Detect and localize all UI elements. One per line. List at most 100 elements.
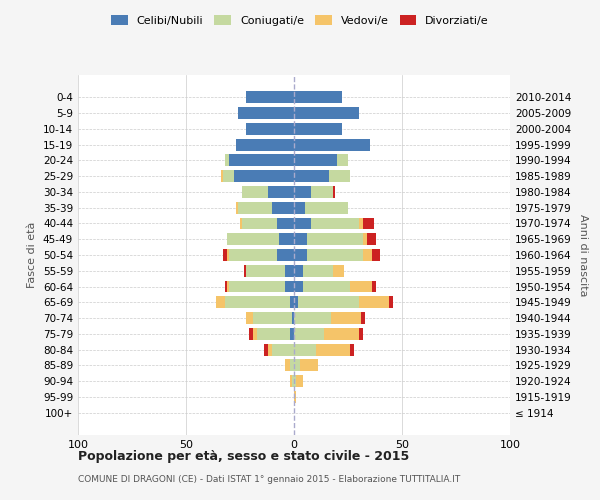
Bar [247, 312, 253, 324]
Bar [372, 249, 380, 261]
Bar [363, 218, 374, 230]
Legend: Celibi/Nubili, Coniugati/e, Vedovi/e, Divorziati/e: Celibi/Nubili, Coniugati/e, Vedovi/e, Di… [107, 10, 493, 30]
Bar [350, 344, 355, 355]
Bar [294, 391, 296, 403]
Bar [305, 202, 348, 213]
Bar [294, 376, 296, 387]
Bar [225, 296, 290, 308]
Bar [268, 344, 272, 355]
Bar [223, 170, 233, 182]
Bar [301, 360, 318, 372]
Bar [294, 328, 324, 340]
Bar [286, 265, 294, 276]
Bar [290, 328, 294, 340]
Bar [279, 234, 294, 245]
Bar [227, 234, 279, 245]
Bar [359, 328, 363, 340]
Bar [272, 344, 294, 355]
Bar [238, 202, 272, 213]
Bar [290, 296, 294, 308]
Bar [229, 280, 286, 292]
Bar [221, 170, 223, 182]
Text: Popolazione per età, sesso e stato civile - 2015: Popolazione per età, sesso e stato civil… [78, 450, 409, 463]
Bar [389, 296, 394, 308]
Bar [223, 249, 227, 261]
Bar [296, 376, 302, 387]
Bar [244, 265, 247, 276]
Bar [294, 154, 337, 166]
Bar [337, 154, 348, 166]
Bar [253, 328, 257, 340]
Bar [247, 92, 294, 103]
Bar [294, 296, 298, 308]
Bar [253, 312, 292, 324]
Bar [248, 328, 253, 340]
Bar [227, 249, 229, 261]
Bar [359, 218, 363, 230]
Bar [286, 360, 290, 372]
Bar [329, 170, 350, 182]
Bar [294, 312, 331, 324]
Bar [333, 265, 344, 276]
Bar [292, 312, 294, 324]
Y-axis label: Fasce di età: Fasce di età [28, 222, 37, 288]
Bar [264, 344, 268, 355]
Bar [290, 376, 292, 387]
Bar [238, 107, 294, 119]
Bar [225, 154, 229, 166]
Y-axis label: Anni di nascita: Anni di nascita [578, 214, 588, 296]
Bar [236, 138, 294, 150]
Bar [292, 376, 294, 387]
Bar [247, 123, 294, 134]
Bar [294, 249, 307, 261]
Bar [294, 218, 311, 230]
Bar [367, 234, 376, 245]
Bar [350, 280, 372, 292]
Bar [290, 360, 294, 372]
Text: COMUNE DI DRAGONI (CE) - Dati ISTAT 1° gennaio 2015 - Elaborazione TUTTITALIA.IT: COMUNE DI DRAGONI (CE) - Dati ISTAT 1° g… [78, 475, 460, 484]
Bar [302, 265, 333, 276]
Bar [302, 280, 350, 292]
Bar [333, 186, 335, 198]
Bar [268, 186, 294, 198]
Bar [361, 312, 365, 324]
Bar [372, 280, 376, 292]
Bar [294, 234, 307, 245]
Bar [242, 218, 277, 230]
Bar [324, 328, 359, 340]
Bar [247, 265, 286, 276]
Bar [307, 249, 363, 261]
Bar [294, 138, 370, 150]
Bar [331, 312, 361, 324]
Bar [294, 123, 341, 134]
Bar [294, 265, 302, 276]
Bar [311, 186, 333, 198]
Bar [225, 280, 227, 292]
Bar [294, 344, 316, 355]
Bar [272, 202, 294, 213]
Bar [294, 202, 305, 213]
Bar [294, 360, 301, 372]
Bar [294, 170, 329, 182]
Bar [236, 202, 238, 213]
Bar [294, 186, 311, 198]
Bar [298, 296, 359, 308]
Bar [233, 170, 294, 182]
Bar [216, 296, 225, 308]
Bar [229, 249, 277, 261]
Bar [363, 249, 372, 261]
Bar [316, 344, 350, 355]
Bar [359, 296, 389, 308]
Bar [257, 328, 290, 340]
Bar [229, 154, 294, 166]
Bar [227, 280, 229, 292]
Bar [294, 280, 302, 292]
Bar [286, 280, 294, 292]
Bar [240, 218, 242, 230]
Bar [294, 107, 359, 119]
Bar [242, 186, 268, 198]
Bar [363, 234, 367, 245]
Bar [277, 218, 294, 230]
Bar [311, 218, 359, 230]
Bar [277, 249, 294, 261]
